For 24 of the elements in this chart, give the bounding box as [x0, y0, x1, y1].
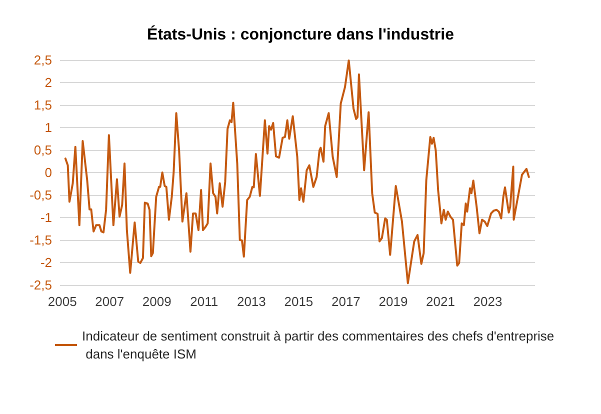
x-tick-label: 2009: [142, 294, 172, 309]
y-tick-label: 1,5: [34, 98, 52, 112]
y-tick-label: 0,5: [34, 142, 52, 158]
y-tick-label: -2: [40, 255, 52, 270]
x-tick-label: 2007: [95, 294, 124, 309]
y-tick-label: 2,5: [34, 52, 52, 68]
x-tick-label: 2013: [236, 294, 266, 309]
y-tick-label: -2,5: [30, 278, 52, 292]
legend-label: Indicateur de sentiment construit à partir des commentaires des chefs d'entreprise dans l'enquête ISM: [82, 328, 554, 362]
chart-title: États-Unis : conjoncture dans l'industrie: [147, 24, 454, 44]
y-tick-label: -1,5: [30, 232, 52, 248]
x-tick-label: 2019: [378, 294, 408, 309]
y-tick-label: 1: [44, 120, 52, 135]
x-tick-label: 2005: [48, 294, 77, 309]
x-tick-label: 2015: [284, 294, 314, 309]
y-tick-label: -1: [40, 210, 52, 225]
x-tick-label: 2011: [190, 294, 218, 309]
x-tick-label: 2017: [331, 294, 360, 309]
line-series: [64, 59, 530, 284]
y-tick-label: -0,5: [30, 188, 52, 202]
x-tick-label: 2023: [473, 294, 502, 309]
x-tick-label: 2021: [426, 294, 455, 309]
y-tick-label: 2: [44, 75, 52, 90]
y-tick-label: 0: [44, 165, 52, 180]
